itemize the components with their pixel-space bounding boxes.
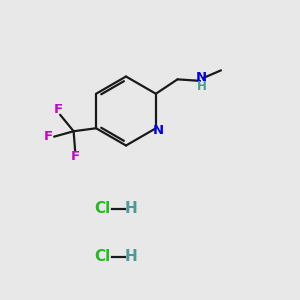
Text: F: F xyxy=(70,150,80,163)
Text: N: N xyxy=(196,71,207,84)
Text: Cl: Cl xyxy=(94,201,110,216)
Text: N: N xyxy=(153,124,164,137)
Text: H: H xyxy=(196,80,206,93)
Text: H: H xyxy=(125,249,138,264)
Text: H: H xyxy=(125,201,138,216)
Text: F: F xyxy=(44,130,53,143)
Text: Cl: Cl xyxy=(94,249,110,264)
Text: F: F xyxy=(54,103,63,116)
